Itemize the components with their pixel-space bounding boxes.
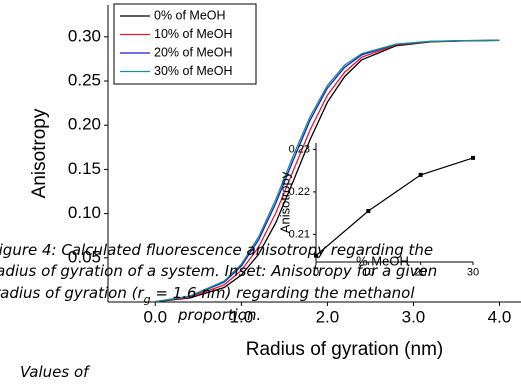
x-tick-label: 4.0: [488, 307, 512, 326]
x-tick-label: 30: [467, 267, 479, 279]
caption-text: radius of gyration (r: [0, 284, 144, 302]
y-axis-label: Anisotropy: [29, 108, 50, 198]
legend-label: 20% of MeOH: [154, 45, 233, 59]
legend-label: 0% of MeOH: [154, 8, 226, 22]
caption-text: proportion.: [177, 306, 261, 324]
caption-line: Values of: [20, 363, 91, 381]
x-tick-label: 20: [415, 267, 427, 279]
x-tick-label: 2.0: [316, 307, 340, 326]
series-line: [155, 39, 500, 303]
legend-box: [113, 3, 257, 85]
caption: Figure 4: Calculated fluorescence anisot…: [0, 241, 437, 381]
y-tick-label: 0.23: [289, 143, 310, 155]
caption-line: proportion.: [177, 306, 261, 324]
y-tick-label: 0.21: [289, 228, 310, 240]
marker: [471, 155, 475, 160]
caption-text: = 1.6 nm) regarding the methanol: [151, 284, 416, 302]
y-tick-label: 0.25: [68, 71, 101, 90]
caption-line: Figure 4: Calculated fluorescence anisot…: [0, 241, 433, 259]
caption-line: radius of gyration of a system. Inset: A…: [0, 262, 437, 280]
y-tick-label: 0.30: [68, 26, 101, 45]
x-tick-label: 3.0: [402, 307, 426, 326]
y-tick-label: 0.10: [68, 203, 101, 222]
y-tick-label: 0.22: [289, 186, 310, 198]
marker: [418, 172, 423, 177]
x-axis-label: Radius of gyration (nm): [246, 339, 443, 360]
x-tick-label: 1.0: [230, 307, 254, 326]
y-tick-label: 0.05: [68, 247, 101, 266]
y-axis-label: Anisotropy: [277, 171, 292, 233]
x-tick-label: 0: [313, 267, 319, 279]
x-axis-label: % MeOH: [356, 253, 409, 268]
marker: [314, 253, 318, 258]
x-tick-label: 0.0: [144, 307, 168, 326]
y-tick-label: 0.15: [68, 159, 101, 178]
y-tick-label: 0.20: [68, 115, 101, 134]
caption-line: radius of gyration (rg = 1.6 nm) regardi…: [0, 284, 415, 306]
legend-label: 30% of MeOH: [154, 64, 233, 78]
caption-text: Figure 4: Calculated fluorescence anisot…: [0, 241, 433, 259]
marker: [366, 209, 371, 213]
caption-text: Values of: [20, 363, 91, 381]
main-chart: 0.05 0.10 0.15 0.20 0.25 0.30 0.0 1.0 2.0 3.0 4.0 R…: [29, 3, 521, 360]
series-line: [315, 157, 474, 257]
x-tick-label: 10: [362, 267, 374, 279]
caption-text: g: [144, 293, 151, 306]
caption-text: radius of gyration of a system. Inset: A…: [0, 262, 437, 280]
inset-chart: 0.21 0.22 0.23 0 10 20 30 % MeOH Anisotropy: [277, 143, 479, 279]
legend-label: 10% of MeOH: [154, 27, 233, 41]
